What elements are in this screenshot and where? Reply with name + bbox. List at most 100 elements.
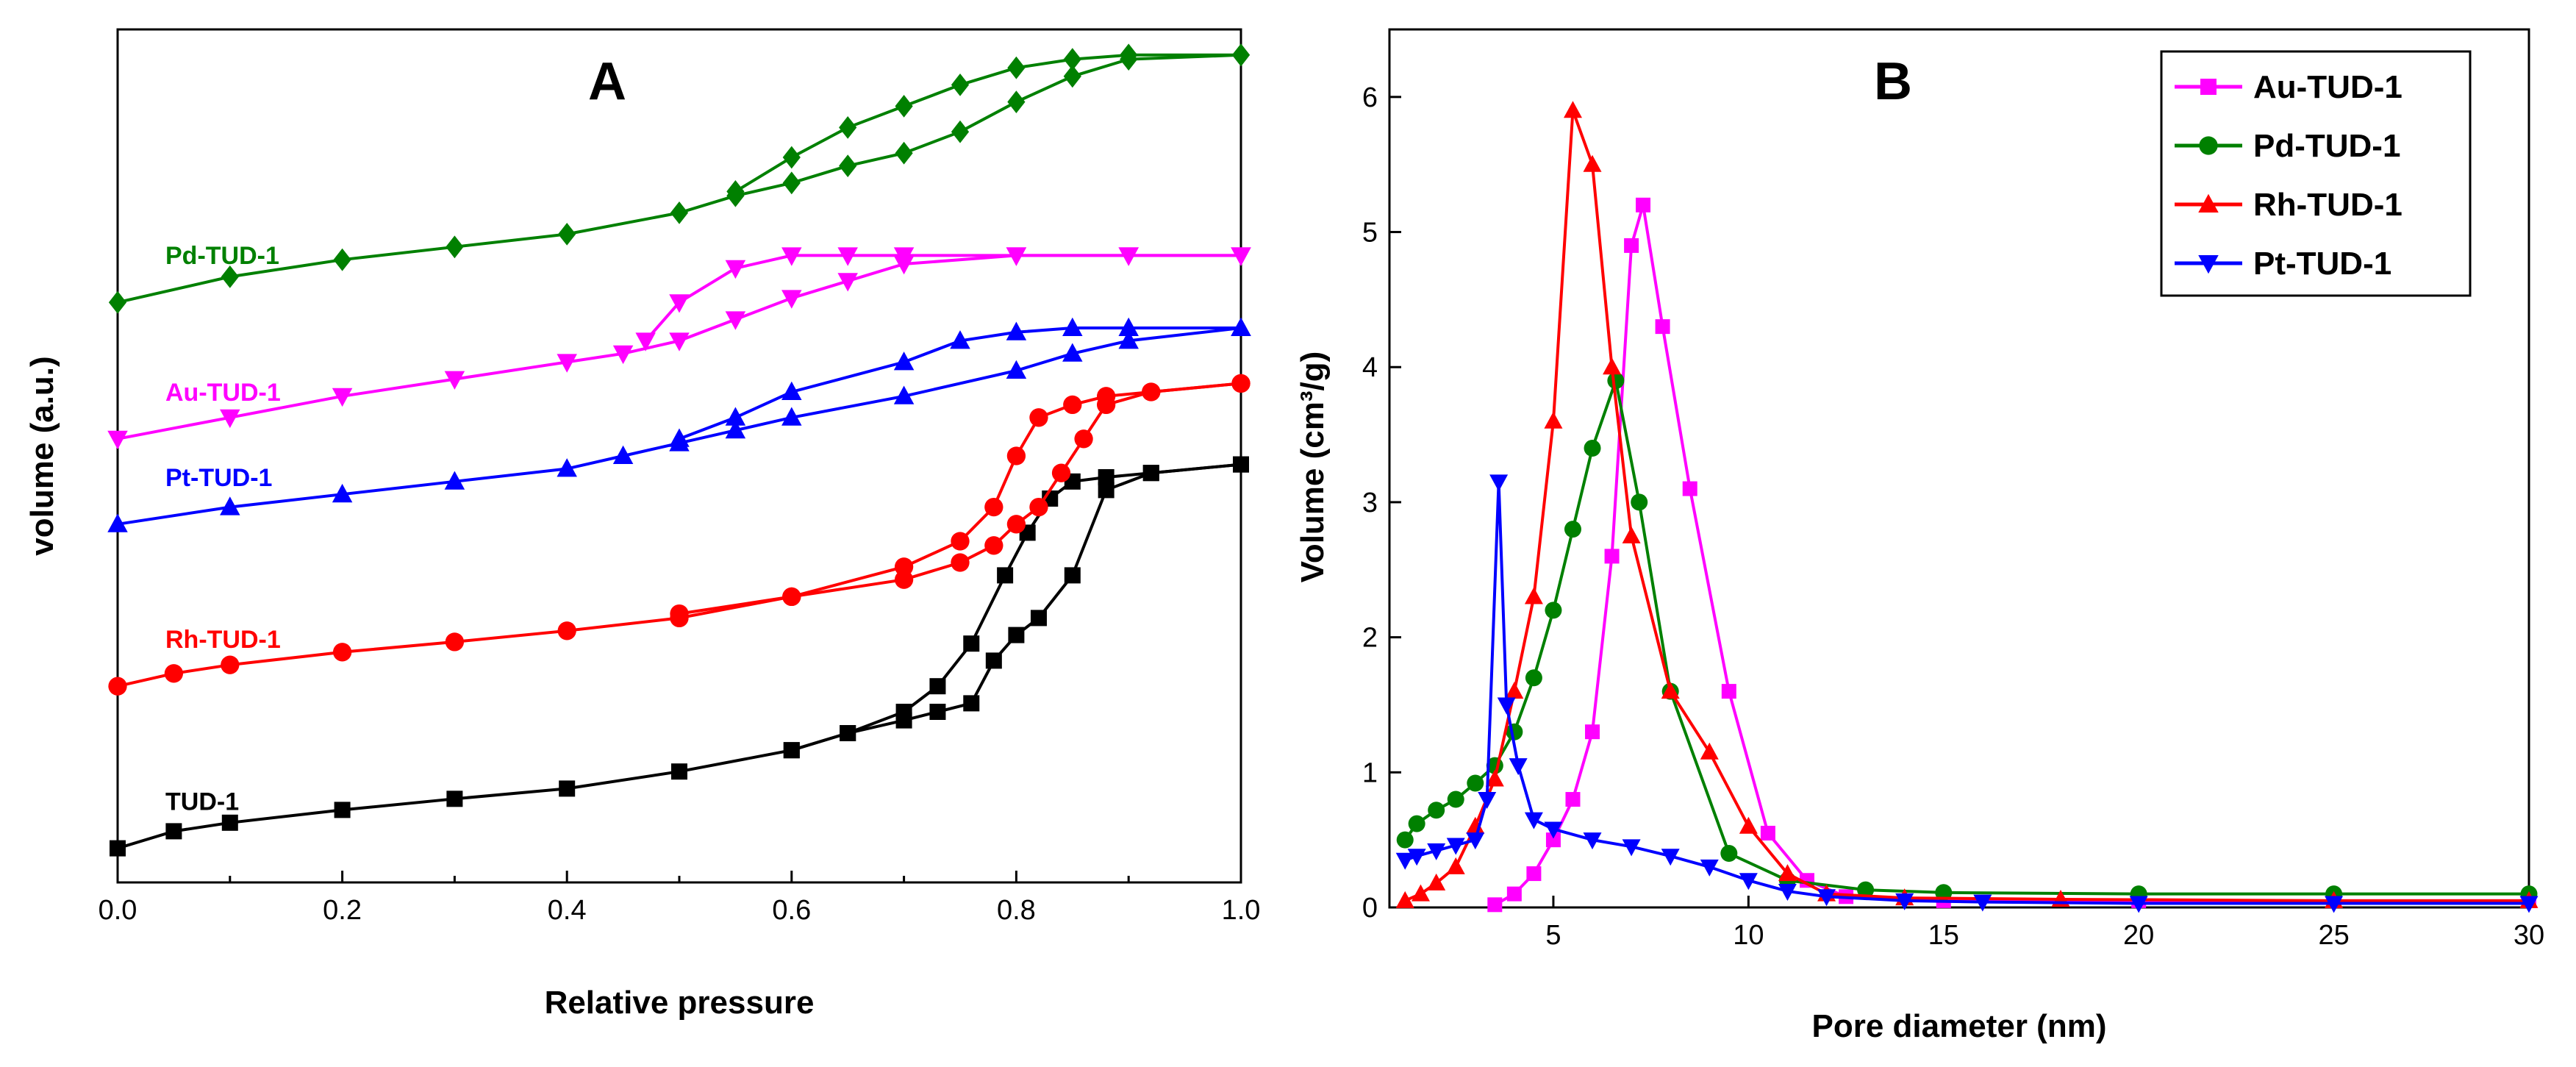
panel-b-point (1478, 792, 1497, 810)
panel-b-point (1485, 769, 1504, 787)
panel-b-x-tick-label: 20 (2123, 920, 2154, 951)
panel-b-x-tick-label: 25 (2318, 920, 2349, 951)
panel-a-series-label: Au-TUD-1 (165, 379, 281, 407)
panel-a-x-tick-label: 1.0 (1222, 895, 1261, 926)
panel-a-point (669, 332, 690, 351)
panel-a-point (997, 567, 1014, 584)
panel-a-point (221, 655, 240, 674)
panel-b-y-tick-label: 1 (1362, 757, 1378, 788)
panel-b-point (1565, 792, 1581, 807)
legend-item: Rh-TUD-1 (2175, 187, 2403, 223)
panel-a-point (1063, 48, 1081, 71)
panel-b-point (1682, 481, 1697, 496)
panel-a-point (963, 695, 980, 712)
panel-b-point (1427, 843, 1446, 860)
panel-b-y-tick-label: 2 (1362, 623, 1378, 654)
panel-b-point (2519, 896, 2539, 913)
panel-a-series-pt-tud-1 (107, 317, 1251, 532)
panel-b-point (1408, 815, 1425, 832)
panel-a-point (1118, 247, 1139, 266)
panel-a-point (725, 260, 746, 279)
panel-a-x-axis-title: Relative pressure (545, 985, 815, 1021)
panel-b-point (1624, 238, 1639, 253)
panel-a-frame (116, 28, 1242, 884)
panel-a-point (1096, 395, 1116, 415)
panel-a-series-label: Rh-TUD-1 (165, 626, 281, 654)
panel-a-point (1098, 482, 1115, 499)
panel-b-point (1583, 832, 1602, 850)
panel-a-point (107, 513, 128, 532)
panel-a-point (108, 290, 127, 314)
panel-a-point (446, 235, 464, 259)
panel-b-point (1622, 526, 1641, 543)
panel-a-point (929, 704, 946, 720)
legend-label: Pd-TUD-1 (2253, 128, 2400, 164)
legend-label: Au-TUD-1 (2253, 69, 2403, 105)
panel-a-point (669, 428, 690, 447)
panel-b-point (1497, 697, 1516, 715)
panel-b-point (1447, 791, 1464, 808)
panel-b-point (1509, 758, 1528, 776)
panel-a-point (781, 381, 802, 400)
panel-b-x-axis-title: Pore diameter (nm) (1812, 1008, 2107, 1044)
panel-a-point (1142, 465, 1159, 482)
panel-b-point (1544, 411, 1563, 429)
legend-swatch-marker (2199, 136, 2218, 155)
panel-a-x-tick-label: 0.4 (548, 895, 587, 926)
panel-a-point (781, 247, 802, 266)
panel-a-point (783, 742, 800, 759)
panel-b-point (1524, 587, 1543, 604)
panel-b-point (1655, 319, 1670, 335)
panel-b-y-tick-label: 6 (1362, 82, 1378, 113)
panel-a-point (950, 330, 970, 349)
panel-a-point (984, 497, 1003, 517)
panel-b-point (1411, 884, 1430, 902)
panel-b-point (1583, 154, 1602, 172)
panel-b-point (1857, 881, 1875, 899)
panel-a-point (840, 725, 856, 741)
panel-b-y-tick-label: 4 (1362, 352, 1378, 383)
panel-a-point (1029, 497, 1048, 517)
panel-b-point (1760, 825, 1775, 841)
panel-b-x-tick-label: 15 (1928, 920, 1959, 951)
panel-a-series-rh-tud-1 (108, 374, 1251, 696)
panel-b-point (1407, 849, 1426, 866)
panel-b-point (1935, 884, 1953, 902)
panel-a-series-au-tud-1 (107, 247, 1251, 450)
panel-a-point (1062, 343, 1083, 362)
panel-b-point (1622, 839, 1641, 857)
panel-b-y-tick-label: 5 (1362, 218, 1378, 249)
panel-a-point (444, 371, 465, 390)
legend-label: Pt-TUD-1 (2253, 246, 2391, 282)
panel-b-x-tick-label: 30 (2514, 920, 2544, 951)
panel-b-point (1603, 357, 1622, 375)
panel-a-point (1029, 408, 1048, 427)
panel-a-point (781, 290, 802, 309)
panel-b-series-pt-tud-1 (1395, 474, 2539, 913)
panel-b-point (1700, 859, 1719, 877)
legend-item: Au-TUD-1 (2175, 69, 2403, 105)
panel-a-point (894, 570, 914, 589)
panel-a-series-label: TUD-1 (165, 788, 239, 816)
panel-b-title: B (1874, 52, 1912, 111)
panel-a-point (895, 95, 913, 118)
panel-a-point (559, 780, 576, 797)
panel-b-point (1584, 439, 1601, 457)
panel-a-point (669, 294, 690, 313)
panel-b-point (1446, 857, 1465, 874)
panel-b-y-tick-label: 3 (1362, 488, 1378, 518)
panel-a-point (1008, 627, 1025, 643)
panel-a-point (1231, 43, 1251, 67)
panel-b-ticks: 5 10 15 20 25 30 0 1 2 3 4 5 6 (1362, 82, 2544, 951)
panel-a-point (893, 351, 915, 371)
panel-b-legend: Au-TUD-1 Pd-TUD-1 Rh-TUD-1 Pt-TUD-1 (2160, 50, 2472, 297)
panel-a-point (1006, 446, 1026, 465)
panel-b-point (1564, 521, 1581, 538)
panel-a-title: A (588, 52, 626, 111)
panel-a-point (725, 311, 746, 330)
panel-a-point (1063, 65, 1081, 88)
panel-b-point (1395, 852, 1414, 870)
panel-b-point (1427, 873, 1446, 891)
panel-b-point (1778, 883, 1797, 901)
panel-a-point (839, 154, 857, 177)
